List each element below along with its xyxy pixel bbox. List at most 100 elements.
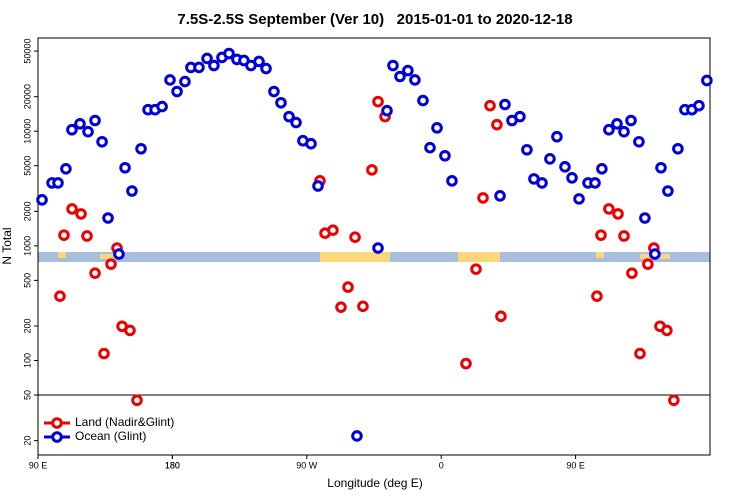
y-tick-label: 2000 — [22, 201, 32, 221]
y-axis-title: N Total — [0, 227, 14, 264]
data-point — [460, 357, 472, 370]
data-point — [89, 114, 101, 127]
legend-marker — [51, 417, 63, 429]
data-point — [253, 55, 265, 68]
data-point — [642, 258, 654, 270]
y-tick-label: 1000 — [22, 236, 32, 256]
legend-label: Land (Nadir&Glint) — [75, 415, 174, 429]
data-point — [484, 99, 496, 112]
data-point — [164, 74, 176, 86]
data-point — [494, 190, 506, 202]
data-point — [431, 122, 443, 134]
data-point — [544, 153, 556, 165]
data-point — [102, 212, 114, 224]
data-point — [260, 62, 272, 75]
data-point — [394, 70, 406, 83]
data-point — [335, 301, 347, 313]
data-point — [521, 143, 533, 156]
data-point — [611, 118, 623, 130]
data-point — [124, 324, 136, 337]
data-point — [626, 267, 638, 279]
data-point — [381, 104, 393, 117]
data-point — [649, 248, 661, 260]
data-point — [491, 118, 503, 131]
data-point — [536, 177, 548, 189]
x-axis-title: Longitude (deg E) — [327, 476, 422, 490]
x-tick-label: 90 W — [296, 460, 318, 470]
data-point — [351, 430, 363, 442]
data-point — [439, 149, 451, 162]
data-point — [357, 300, 369, 313]
data-point — [477, 192, 489, 204]
legend-marker — [51, 431, 63, 443]
data-point — [312, 180, 324, 192]
data-point — [82, 125, 94, 138]
data-point — [603, 203, 615, 215]
data-point — [179, 75, 191, 88]
data-point — [424, 141, 436, 154]
data-point — [54, 290, 66, 302]
data-point — [81, 230, 93, 242]
data-point — [672, 142, 684, 155]
data-point — [60, 163, 72, 175]
data-point — [58, 229, 70, 241]
data-point — [75, 208, 87, 220]
surface-strip — [38, 252, 710, 262]
data-point — [98, 347, 110, 360]
data-point — [113, 248, 125, 260]
data-point — [193, 61, 205, 74]
x-tick-label: 0 — [439, 460, 444, 470]
data-point — [342, 281, 354, 293]
data-point — [701, 74, 713, 87]
legend-label: Ocean (Glint) — [75, 429, 146, 443]
data-point — [693, 99, 705, 112]
y-tick-label: 50000 — [22, 39, 32, 64]
data-point — [551, 130, 563, 143]
chart-title: 7.5S-2.5S September (Ver 10) 2015-01-01 … — [177, 11, 572, 28]
data-point — [171, 85, 183, 98]
data-point — [603, 123, 615, 136]
data-point — [268, 85, 280, 98]
data-point — [201, 52, 213, 65]
data-point — [349, 231, 361, 244]
data-point — [66, 203, 78, 215]
data-point — [495, 310, 507, 323]
data-point — [596, 163, 608, 175]
x-tick-label: 90 E — [29, 460, 48, 470]
data-point — [66, 123, 78, 136]
data-point — [74, 118, 86, 130]
data-point — [409, 74, 421, 86]
data-point — [36, 194, 48, 206]
data-point — [372, 95, 384, 108]
data-point — [633, 135, 645, 148]
data-point — [470, 263, 482, 275]
data-point — [591, 290, 603, 302]
data-point — [668, 394, 680, 407]
y-tick-label: 10000 — [22, 119, 32, 144]
y-tick-label: 20 — [22, 436, 32, 446]
data-point — [639, 212, 651, 224]
data-point — [618, 230, 630, 242]
data-point — [275, 96, 287, 109]
plot-frame — [37, 37, 711, 456]
data-point — [387, 59, 399, 72]
y-tick-label: 20000 — [22, 84, 32, 109]
data-point — [119, 161, 131, 174]
data-point — [96, 135, 108, 148]
data-point — [514, 110, 526, 123]
data-point — [595, 229, 607, 241]
data-point — [618, 125, 630, 138]
x-tick-label: 180 — [165, 460, 180, 470]
data-point — [52, 177, 64, 189]
data-point — [499, 98, 511, 111]
data-point — [446, 175, 458, 187]
data-point — [327, 224, 339, 236]
data-point — [625, 114, 637, 127]
data-point — [156, 100, 168, 113]
data-point — [402, 64, 414, 77]
y-tick-label: 200 — [22, 318, 32, 333]
legend: Land (Nadir&Glint)Ocean (Glint) — [44, 415, 174, 443]
y-tick-label: 500 — [22, 273, 32, 288]
